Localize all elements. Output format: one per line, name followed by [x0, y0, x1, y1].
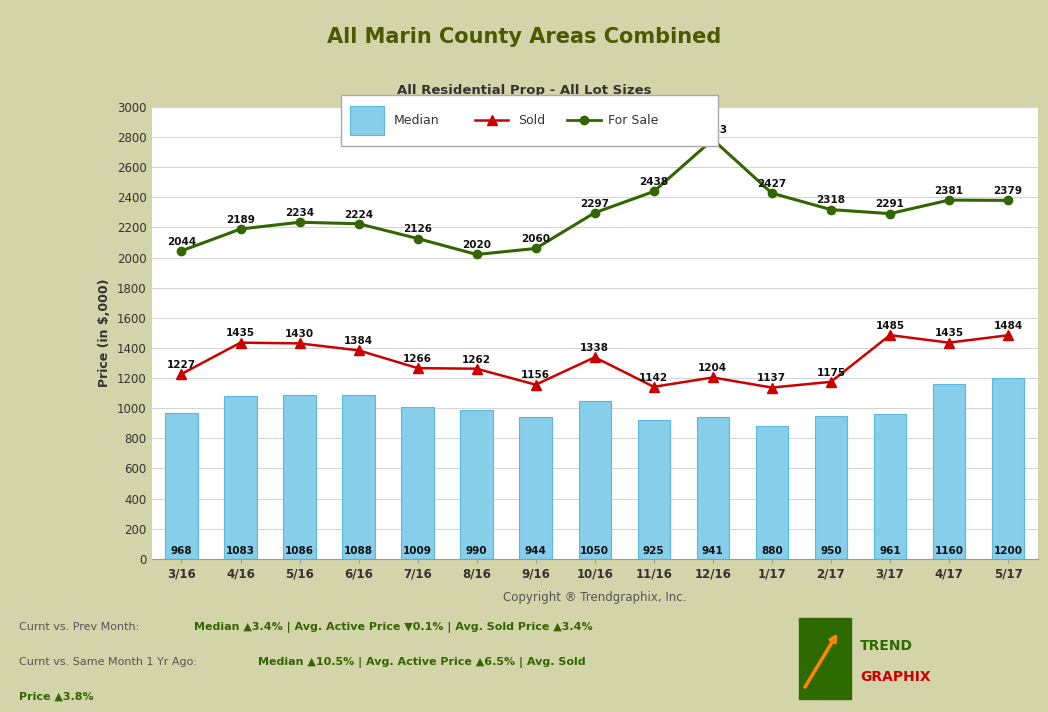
- FancyBboxPatch shape: [799, 619, 851, 698]
- Bar: [933, 384, 965, 559]
- Text: 2224: 2224: [344, 209, 373, 219]
- Bar: [401, 407, 434, 559]
- Text: 2189: 2189: [226, 215, 255, 225]
- FancyBboxPatch shape: [341, 95, 718, 146]
- Text: 2379: 2379: [994, 186, 1023, 197]
- Text: 1485: 1485: [875, 321, 904, 331]
- FancyBboxPatch shape: [350, 106, 384, 135]
- Text: 925: 925: [643, 546, 664, 556]
- Text: 990: 990: [466, 546, 487, 556]
- Text: 2427: 2427: [758, 179, 786, 189]
- Text: Curnt vs. Prev Month:: Curnt vs. Prev Month:: [19, 622, 139, 632]
- Text: For Sale: For Sale: [609, 114, 659, 127]
- Bar: [814, 416, 847, 559]
- Text: GRAPHIX: GRAPHIX: [860, 670, 931, 684]
- Text: Price ▲3.8%: Price ▲3.8%: [19, 692, 93, 702]
- Text: 968: 968: [171, 546, 192, 556]
- Text: 1160: 1160: [935, 546, 963, 556]
- Text: 880: 880: [761, 546, 783, 556]
- Bar: [637, 419, 670, 559]
- Text: Sold: Sold: [518, 114, 545, 127]
- Text: 1430: 1430: [285, 329, 314, 339]
- Bar: [460, 409, 493, 559]
- Text: TREND: TREND: [860, 639, 913, 653]
- Text: 1050: 1050: [581, 546, 609, 556]
- Text: 961: 961: [879, 546, 900, 556]
- Text: Curnt vs. Same Month 1 Yr Ago:: Curnt vs. Same Month 1 Yr Ago:: [19, 656, 197, 667]
- Text: 1338: 1338: [581, 343, 609, 353]
- Bar: [874, 414, 907, 559]
- Text: 2234: 2234: [285, 208, 314, 218]
- Text: All Residential Prop - All Lot Sizes: All Residential Prop - All Lot Sizes: [397, 85, 651, 98]
- Text: 2783: 2783: [698, 125, 727, 135]
- Text: Median: Median: [393, 114, 439, 127]
- Text: 944: 944: [525, 546, 547, 556]
- Text: 2060: 2060: [521, 234, 550, 244]
- X-axis label: Copyright ® Trendgraphix, Inc.: Copyright ® Trendgraphix, Inc.: [503, 592, 686, 604]
- Text: 2318: 2318: [816, 195, 846, 205]
- Text: 1088: 1088: [344, 546, 373, 556]
- Text: 1175: 1175: [816, 367, 846, 377]
- Text: 2044: 2044: [167, 236, 196, 246]
- Text: 1484: 1484: [994, 321, 1023, 331]
- Text: 2297: 2297: [581, 199, 609, 209]
- Text: 1200: 1200: [994, 546, 1023, 556]
- Text: 1227: 1227: [167, 360, 196, 370]
- Text: 1384: 1384: [344, 336, 373, 346]
- Bar: [343, 395, 375, 559]
- Text: 1142: 1142: [639, 372, 669, 382]
- Text: 1009: 1009: [403, 546, 432, 556]
- Text: 2381: 2381: [935, 186, 963, 196]
- Text: 2438: 2438: [639, 177, 669, 187]
- Text: 1262: 1262: [462, 355, 492, 365]
- Text: 1086: 1086: [285, 546, 314, 556]
- Bar: [991, 378, 1024, 559]
- Text: 1156: 1156: [521, 370, 550, 380]
- Text: 1204: 1204: [698, 363, 727, 373]
- Bar: [697, 417, 729, 559]
- Text: 1435: 1435: [935, 328, 963, 338]
- Text: 2020: 2020: [462, 240, 492, 251]
- Text: All Marin County Areas Combined: All Marin County Areas Combined: [327, 27, 721, 47]
- Text: Median ▲10.5% | Avg. Active Price ▲6.5% | Avg. Sold: Median ▲10.5% | Avg. Active Price ▲6.5% …: [258, 656, 586, 668]
- Bar: [520, 417, 552, 559]
- Bar: [166, 413, 198, 559]
- Bar: [578, 401, 611, 559]
- Y-axis label: Price (in $,000): Price (in $,000): [99, 278, 111, 387]
- Text: 1435: 1435: [226, 328, 255, 338]
- Bar: [224, 396, 257, 559]
- Bar: [283, 395, 315, 559]
- Text: Median ▲3.4% | Avg. Active Price ▼0.1% | Avg. Sold Price ▲3.4%: Median ▲3.4% | Avg. Active Price ▼0.1% |…: [194, 622, 592, 632]
- Text: 1137: 1137: [758, 373, 786, 383]
- Text: 1266: 1266: [403, 354, 432, 364]
- Text: 2126: 2126: [403, 224, 432, 234]
- Text: 950: 950: [821, 546, 842, 556]
- Bar: [756, 426, 788, 559]
- Text: 2291: 2291: [875, 199, 904, 209]
- Text: 1083: 1083: [226, 546, 255, 556]
- Text: 941: 941: [702, 546, 724, 556]
